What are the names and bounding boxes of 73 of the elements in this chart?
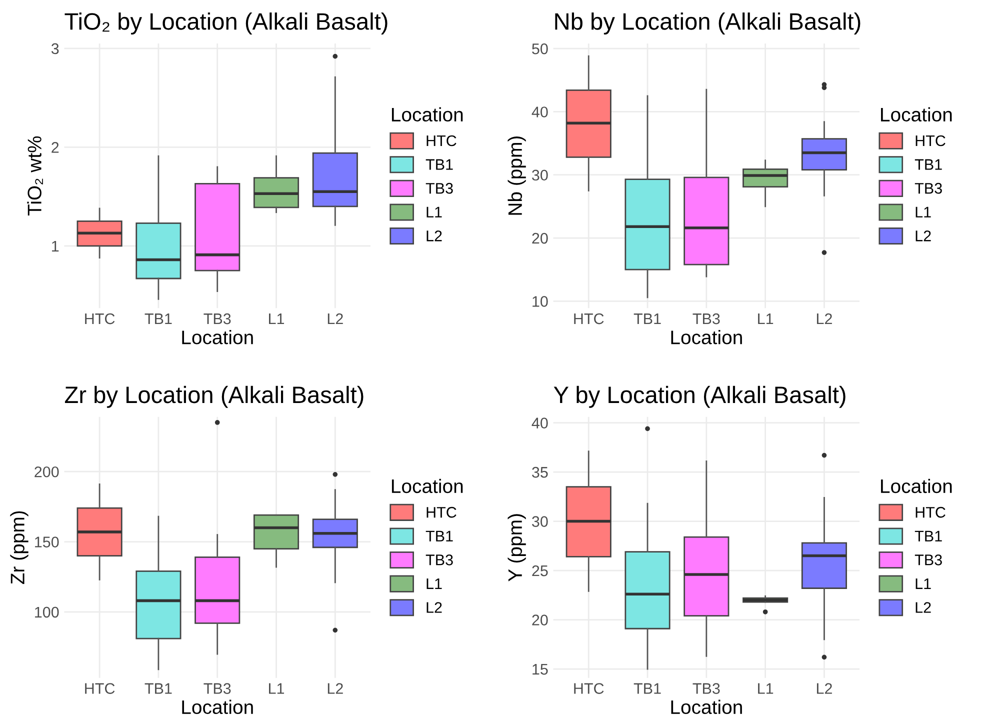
x-tick-label: HTC: [574, 683, 604, 694]
legend-label: HTC: [916, 135, 946, 146]
legend-label: TB1: [914, 530, 942, 542]
x-tick-label: L2: [328, 313, 343, 324]
x-tick-label: TB1: [634, 683, 661, 694]
y-tick-label: 25: [532, 565, 548, 576]
x-tick-label: TB3: [204, 313, 231, 324]
legend-title: Location: [881, 107, 952, 122]
x-tick-label: HTC: [574, 313, 604, 324]
legend-label: HTC: [426, 135, 456, 146]
y-axis-title: TiO₂ wt%: [27, 136, 43, 216]
y-tick-label: 1: [52, 240, 59, 252]
legend-title: Location: [392, 478, 463, 494]
x-tick-label: L2: [816, 313, 832, 324]
legend-label: TB3: [426, 554, 453, 566]
legend-label: TB3: [914, 182, 942, 194]
x-tick-label: TB3: [204, 683, 231, 694]
x-tick-label: HTC: [85, 313, 115, 324]
x-tick-label: TB1: [144, 683, 172, 694]
y-tick-label: 40: [532, 106, 548, 118]
y-tick-label: 100: [35, 606, 59, 618]
x-axis-title: Location: [671, 330, 742, 344]
legend-label: TB1: [914, 159, 942, 170]
y-tick-label: 10: [532, 296, 548, 307]
y-tick-label: 30: [532, 516, 548, 527]
x-axis-title: Location: [671, 700, 742, 714]
x-axis-title: Location: [182, 330, 253, 344]
legend-label: L1: [426, 206, 442, 218]
x-tick-label: TB3: [692, 683, 720, 694]
y-tick-label: 2: [52, 142, 59, 153]
x-tick-label: TB1: [144, 314, 172, 324]
y-axis-title: Zr (ppm): [10, 511, 28, 584]
x-tick-label: L1: [758, 683, 774, 694]
legend-label: L1: [916, 578, 931, 589]
y-tick-label: 20: [532, 614, 548, 626]
legend-label: TB3: [426, 182, 453, 194]
chart-title: Zr by Location (Alkali Basalt): [64, 386, 364, 408]
x-tick-label: TB3: [692, 313, 720, 324]
legend-label: L2: [916, 602, 931, 613]
y-tick-label: 15: [532, 664, 548, 675]
legend-label: L2: [426, 602, 442, 613]
x-tick-label: HTC: [85, 683, 115, 694]
y-tick-label: 3: [51, 43, 59, 54]
y-tick-label: 200: [34, 466, 59, 478]
chart-title: Nb by Location (Alkali Basalt): [555, 12, 860, 35]
x-tick-label: L1: [269, 314, 284, 324]
legend-title: Location: [392, 107, 463, 122]
legend-label: TB1: [426, 530, 453, 542]
y-axis-title: Nb (ppm): [508, 136, 526, 215]
y-tick-label: 35: [532, 466, 548, 478]
y-tick-label: 150: [35, 536, 59, 548]
x-tick-label: L1: [269, 683, 284, 694]
y-tick-label: 30: [532, 170, 548, 181]
legend-label: TB1: [426, 159, 453, 170]
legend-label: L2: [916, 230, 931, 242]
legend-label: L1: [426, 578, 442, 589]
x-tick-label: L1: [758, 314, 774, 324]
legend-label: L1: [916, 206, 931, 218]
y-axis-title: Y (ppm): [508, 514, 526, 582]
x-axis-title: Location: [182, 700, 253, 714]
legend-label: HTC: [426, 506, 456, 518]
y-tick-label: 20: [532, 232, 548, 244]
y-tick-label: 40: [532, 418, 548, 428]
legend-label: TB3: [914, 554, 942, 566]
legend-label: HTC: [916, 506, 946, 518]
x-tick-label: TB1: [634, 314, 661, 324]
x-tick-label: L2: [328, 683, 343, 694]
y-tick-label: 50: [532, 43, 548, 54]
chart-title: TiO₂ by Location (Alkali Basalt): [64, 12, 388, 35]
x-tick-label: L2: [816, 683, 832, 694]
legend-label: L2: [426, 230, 442, 242]
chart-title: Y by Location (Alkali Basalt): [554, 386, 846, 408]
legend-title: Location: [881, 478, 952, 494]
